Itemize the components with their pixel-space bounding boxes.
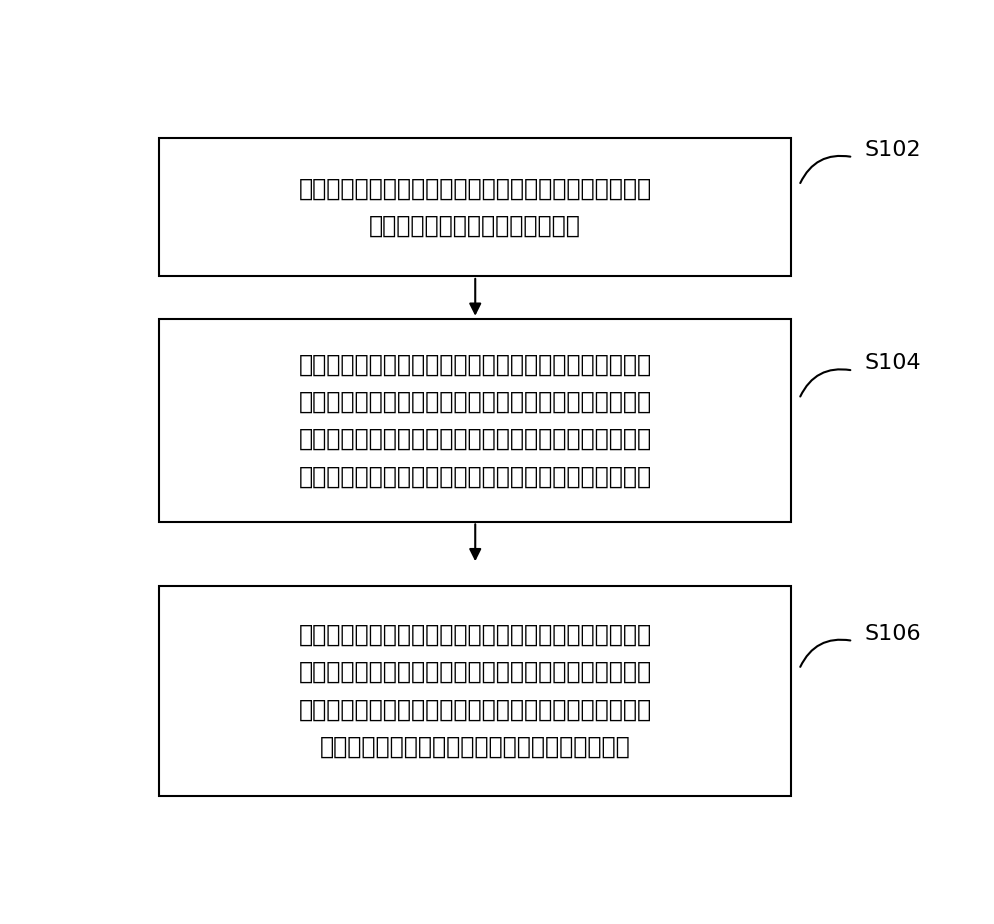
Bar xyxy=(159,586,790,796)
Text: 根据被监控应用当前的资源情况确定当前的资源状态，其
中，资源状态与资源充足程度相关: 根据被监控应用当前的资源情况确定当前的资源状态，其 中，资源状态与资源充足程度相… xyxy=(298,176,651,237)
Text: 在新的采样状态为多个中间采样状态之一时，根据新的采
样状态对应的采样率调整策略确定当前的采样率，其中，
每个中间采样状态具有对应的采样率调整策略，采样率调
整策: 在新的采样状态为多个中间采样状态之一时，根据新的采 样状态对应的采样率调整策略确… xyxy=(298,623,651,759)
Text: 按照预设状态机，根据当前的资源状态、上一资源状态和
当前的采样状态确定新的采样状态，其中，该预设状态机
的采样状态包括：全量采样状态、禁用采样状态，以及介
于全: 按照预设状态机，根据当前的资源状态、上一资源状态和 当前的采样状态确定新的采样状… xyxy=(298,352,651,488)
Text: S106: S106 xyxy=(864,624,920,644)
Bar xyxy=(159,138,790,276)
Text: S102: S102 xyxy=(864,140,920,160)
Text: S104: S104 xyxy=(864,354,920,373)
Bar xyxy=(159,319,790,522)
